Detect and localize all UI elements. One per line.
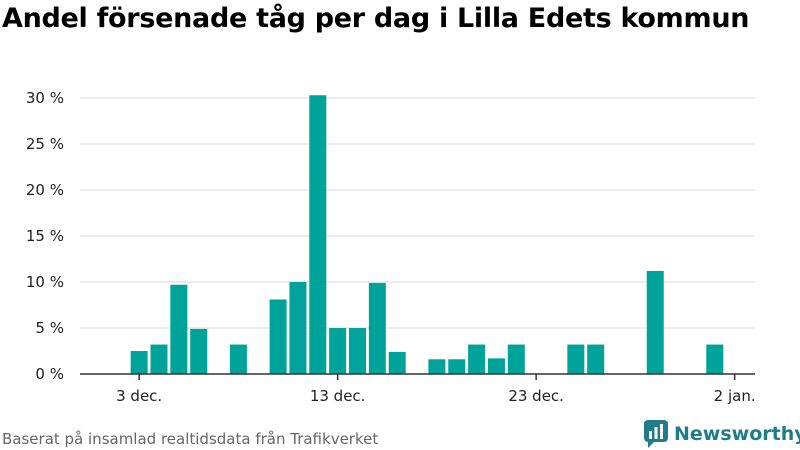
x-axis-ticks: 3 dec. 13 dec. 23 dec. 2 jan. (116, 374, 756, 405)
bar (646, 270, 664, 374)
bar (130, 351, 148, 374)
newsworthy-logo-icon (644, 420, 668, 448)
bar (507, 344, 525, 374)
chart-title: Andel försenade tåg per dag i Lilla Edet… (2, 3, 750, 34)
y-tick-label: 15 % (26, 227, 64, 245)
newsworthy-logo-text: Newsworthy (674, 423, 800, 445)
bar (349, 328, 366, 374)
bar (229, 344, 247, 374)
x-tick-label: 3 dec. (116, 387, 162, 405)
bars (130, 95, 724, 375)
bar (269, 299, 287, 374)
bar (368, 282, 386, 374)
x-tick-label: 23 dec. (508, 387, 564, 405)
y-tick-label: 0 % (35, 365, 64, 383)
bar (587, 344, 605, 374)
bar (150, 344, 168, 374)
bar (309, 95, 327, 375)
bar (170, 284, 188, 374)
grid-lines (80, 97, 755, 329)
bar (289, 282, 307, 374)
y-tick-label: 5 % (35, 319, 64, 337)
bar (706, 344, 724, 374)
y-tick-label: 30 % (26, 89, 64, 107)
bar (388, 351, 406, 374)
newsworthy-logo: Newsworthy (644, 420, 800, 448)
bar (190, 328, 208, 374)
y-tick-label: 20 % (26, 181, 64, 199)
x-tick-label: 13 dec. (310, 387, 366, 405)
y-tick-label: 25 % (26, 135, 64, 153)
y-tick-label: 10 % (26, 273, 64, 291)
bar (428, 359, 446, 374)
bar (487, 358, 505, 374)
bar (468, 344, 486, 374)
source-note: Baserat på insamlad realtidsdata från Tr… (2, 430, 379, 448)
bar (329, 328, 347, 374)
bar (448, 359, 466, 374)
bar (567, 344, 585, 374)
y-axis-labels: 0 % 5 % 10 % 15 % 20 % 25 % 30 % (26, 89, 64, 383)
x-tick-label: 2 jan. (714, 387, 756, 405)
